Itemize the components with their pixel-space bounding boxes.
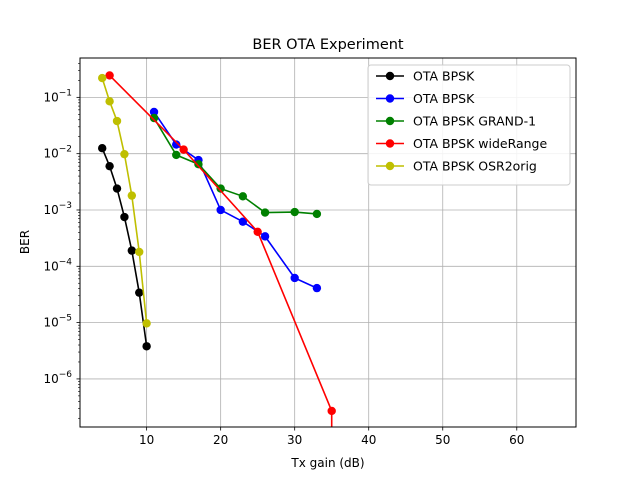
data-point xyxy=(260,232,270,241)
chart-title: BER OTA Experiment xyxy=(252,37,404,53)
data-point xyxy=(135,288,144,297)
data-point xyxy=(120,149,129,159)
legend-entry-label: OTA BPSK GRAND-1 xyxy=(413,114,536,129)
plot-frame xyxy=(79,57,577,428)
y-tick-label: 10−6 xyxy=(43,370,72,386)
y-tick-label: 10−2 xyxy=(43,145,72,161)
data-point xyxy=(105,97,114,106)
data-point xyxy=(142,342,151,351)
legend-swatch-marker xyxy=(385,116,395,126)
data-point xyxy=(238,217,248,226)
legend-entry-label: OTA BPSK xyxy=(413,91,475,106)
data-point xyxy=(105,161,114,171)
data-point xyxy=(135,247,144,257)
data-point xyxy=(172,150,181,160)
x-tick-label: 30 xyxy=(287,433,302,447)
legend-box xyxy=(367,64,571,186)
data-point xyxy=(238,192,248,201)
legend-swatch-marker xyxy=(385,161,395,171)
ticks: 10 20 30 40 50 60 10−6 10−5 10−4 10−3 10−2 10−1 xyxy=(43,63,524,447)
x-tick-label: 10 xyxy=(139,433,154,447)
data-point xyxy=(290,207,299,217)
data-point xyxy=(312,283,322,293)
legend-swatch-marker xyxy=(385,139,395,148)
data-point xyxy=(127,191,137,200)
data-point xyxy=(253,227,262,236)
y-axis-label: BER xyxy=(18,230,32,254)
data-point xyxy=(112,184,122,193)
legend-entry-label: OTA BPSK xyxy=(413,69,475,84)
data-point xyxy=(179,145,188,154)
legend-swatch-marker xyxy=(385,71,395,81)
x-tick-label: 40 xyxy=(361,433,376,447)
data-point xyxy=(105,71,114,80)
data-point xyxy=(312,209,322,219)
y-tick-label: 10−1 xyxy=(43,88,72,104)
data-point xyxy=(142,319,151,328)
data-point xyxy=(290,273,299,283)
data-point xyxy=(216,205,225,215)
legend-swatch-marker xyxy=(385,94,395,103)
x-tick-label: 60 xyxy=(509,433,524,447)
data-point xyxy=(149,107,159,117)
data-point xyxy=(216,184,225,193)
legend-entry-label: OTA BPSK wideRange xyxy=(413,136,547,151)
x-tick-label: 50 xyxy=(435,433,450,447)
y-tick-label: 10−4 xyxy=(43,257,72,273)
data-point xyxy=(98,144,107,153)
data-point xyxy=(172,140,181,149)
data-point xyxy=(194,160,203,169)
data-point xyxy=(149,113,159,123)
data-point xyxy=(327,406,336,416)
y-tick-label: 10−3 xyxy=(43,201,72,217)
series-line xyxy=(153,111,318,289)
series-group xyxy=(98,71,336,427)
x-axis-label: Tx gain (dB) xyxy=(290,456,364,470)
legend-entry-label: OTA BPSK OSR2orig xyxy=(413,159,537,174)
legend: OTA BPSK OTA BPSK OTA BPSK GRAND-1 OTA BPSK… xyxy=(367,64,571,186)
data-point xyxy=(260,208,270,217)
data-point xyxy=(120,212,129,222)
x-tick-label: 20 xyxy=(213,433,228,447)
data-point xyxy=(98,73,107,83)
data-point xyxy=(127,246,137,255)
data-point xyxy=(112,116,122,126)
series-clip-group xyxy=(98,71,336,427)
y-tick-label: 10−5 xyxy=(43,314,72,330)
